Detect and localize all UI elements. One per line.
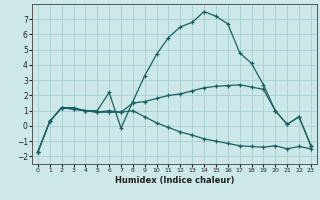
X-axis label: Humidex (Indice chaleur): Humidex (Indice chaleur) [115,176,234,185]
